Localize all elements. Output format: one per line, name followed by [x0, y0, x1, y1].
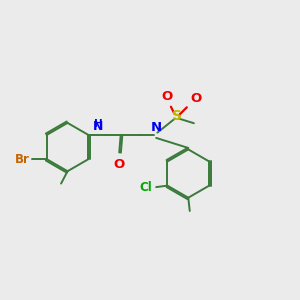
- Text: O: O: [190, 92, 202, 105]
- Text: N: N: [151, 121, 162, 134]
- Text: Cl: Cl: [139, 181, 152, 194]
- Text: H: H: [94, 118, 102, 128]
- Text: N: N: [93, 120, 103, 133]
- Text: O: O: [114, 158, 125, 171]
- Text: S: S: [172, 109, 182, 123]
- Text: Br: Br: [15, 153, 30, 166]
- Text: O: O: [161, 90, 172, 103]
